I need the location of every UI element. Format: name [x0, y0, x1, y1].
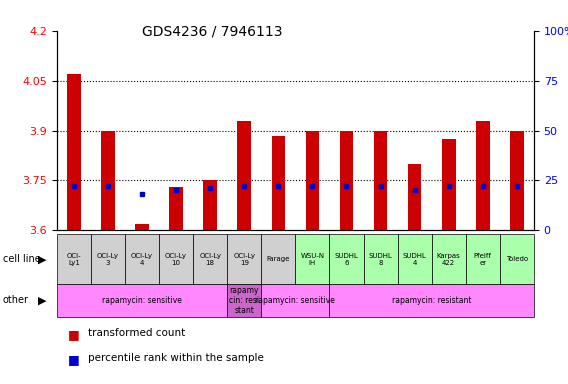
Bar [135, 224, 149, 230]
FancyBboxPatch shape [432, 234, 466, 284]
Text: transformed count: transformed count [88, 328, 185, 338]
Bar [408, 164, 421, 230]
Bar [306, 131, 319, 230]
FancyBboxPatch shape [398, 234, 432, 284]
Text: SUDHL
4: SUDHL 4 [403, 253, 427, 266]
FancyBboxPatch shape [227, 284, 261, 317]
Bar [442, 139, 456, 230]
Bar [374, 131, 387, 230]
Bar [237, 121, 251, 230]
Text: Toledo: Toledo [506, 256, 528, 262]
Text: percentile rank within the sample: percentile rank within the sample [88, 353, 264, 363]
Text: ■: ■ [68, 353, 80, 366]
Text: ▶: ▶ [39, 254, 47, 264]
FancyBboxPatch shape [227, 234, 261, 284]
Text: WSU-N
IH: WSU-N IH [300, 253, 324, 266]
FancyBboxPatch shape [329, 234, 364, 284]
FancyBboxPatch shape [500, 234, 534, 284]
Text: ▶: ▶ [39, 295, 47, 306]
Text: OCI-Ly
19: OCI-Ly 19 [233, 253, 255, 266]
Text: OCI-
Ly1: OCI- Ly1 [66, 253, 81, 266]
Text: ■: ■ [68, 328, 80, 341]
FancyBboxPatch shape [57, 234, 91, 284]
Text: rapamycin: sensitive: rapamycin: sensitive [102, 296, 182, 305]
Text: rapamycin: sensitive: rapamycin: sensitive [256, 296, 335, 305]
Text: Karpas
422: Karpas 422 [437, 253, 461, 266]
Text: OCI-Ly
4: OCI-Ly 4 [131, 253, 153, 266]
FancyBboxPatch shape [329, 284, 534, 317]
FancyBboxPatch shape [466, 234, 500, 284]
Bar [476, 121, 490, 230]
Text: SUDHL
6: SUDHL 6 [335, 253, 358, 266]
Text: cell line: cell line [3, 254, 40, 264]
Text: OCI-Ly
3: OCI-Ly 3 [97, 253, 119, 266]
Text: OCI-Ly
10: OCI-Ly 10 [165, 253, 187, 266]
Text: other: other [3, 295, 29, 306]
Text: rapamycin: resistant: rapamycin: resistant [392, 296, 471, 305]
FancyBboxPatch shape [261, 284, 329, 317]
Bar [272, 136, 285, 230]
FancyBboxPatch shape [125, 234, 159, 284]
Text: Farage: Farage [266, 256, 290, 262]
Bar [67, 74, 81, 230]
FancyBboxPatch shape [91, 234, 125, 284]
FancyBboxPatch shape [364, 234, 398, 284]
Bar [101, 131, 115, 230]
Text: SUDHL
8: SUDHL 8 [369, 253, 392, 266]
Bar [169, 187, 183, 230]
Bar [510, 131, 524, 230]
FancyBboxPatch shape [159, 234, 193, 284]
Bar [340, 131, 353, 230]
Text: OCI-Ly
18: OCI-Ly 18 [199, 253, 221, 266]
Text: rapamy
cin: resi
stant: rapamy cin: resi stant [229, 286, 260, 315]
Bar [203, 180, 217, 230]
Text: GDS4236 / 7946113: GDS4236 / 7946113 [142, 25, 282, 39]
FancyBboxPatch shape [57, 284, 227, 317]
Text: Pfeiff
er: Pfeiff er [474, 253, 492, 266]
FancyBboxPatch shape [261, 234, 295, 284]
FancyBboxPatch shape [295, 234, 329, 284]
FancyBboxPatch shape [193, 234, 227, 284]
